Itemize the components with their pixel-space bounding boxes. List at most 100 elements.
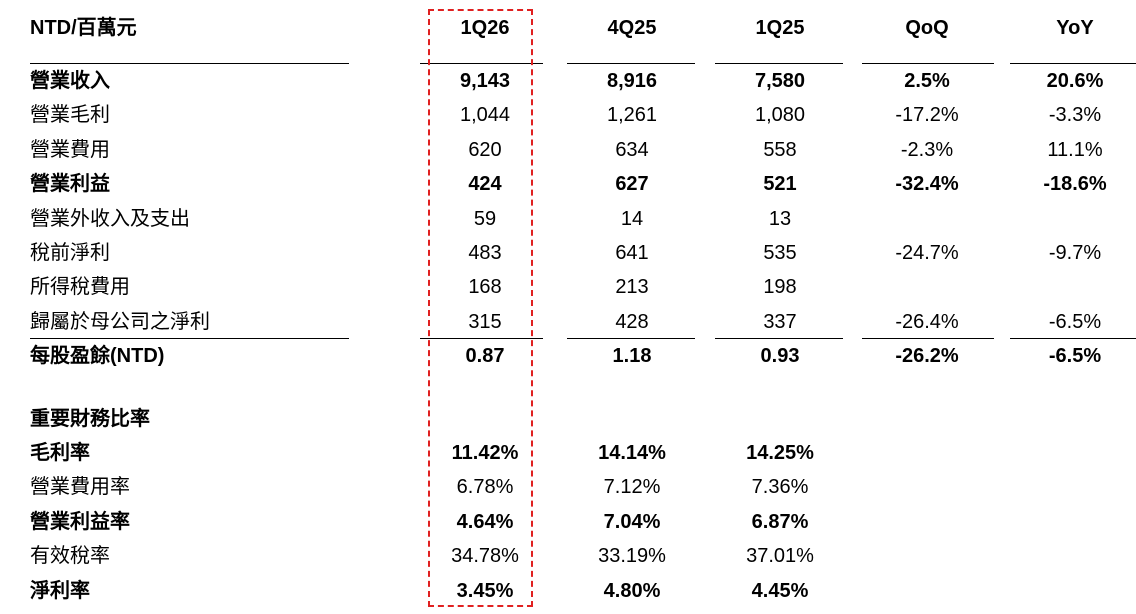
cell-value: 424 bbox=[468, 173, 502, 196]
cell-value: 641 bbox=[615, 242, 649, 264]
cell-value: 168 bbox=[468, 276, 502, 299]
cell-value bbox=[872, 202, 982, 236]
row-label: 毛利率 bbox=[30, 442, 90, 464]
row-label: 營業收入 bbox=[30, 70, 110, 92]
header-divider bbox=[420, 63, 543, 64]
column-header-yoy: YoY bbox=[1056, 17, 1094, 39]
cell-value: 1,080 bbox=[754, 104, 806, 127]
cell-value: 0.93 bbox=[760, 345, 800, 368]
cell-value: 428 bbox=[615, 310, 649, 333]
cell-value: 1,261 bbox=[606, 104, 658, 127]
ratio-row: 營業利益率 4.64% 7.04% 6.87% bbox=[0, 505, 1136, 539]
row-label: 營業外收入及支出 bbox=[30, 207, 190, 230]
row-label: 營業利益 bbox=[30, 173, 110, 196]
income-row: 所得稅費用 168 213 198 bbox=[0, 270, 1136, 304]
row-label: 營業利益率 bbox=[30, 510, 130, 533]
cell-value: 8,916 bbox=[606, 70, 658, 92]
row-label: 稅前淨利 bbox=[30, 242, 110, 264]
header-divider bbox=[30, 63, 349, 64]
ratios-section-row: 重要財務比率 bbox=[0, 402, 1136, 436]
cell-value: -6.5% bbox=[1048, 345, 1102, 368]
income-row: 營業費用 620 634 558 -2.3% 11.1% bbox=[0, 133, 1136, 167]
cell-value: 3.45% bbox=[456, 579, 514, 602]
cell-value: 634 bbox=[615, 138, 649, 161]
eps-divider bbox=[420, 338, 543, 339]
cell-value: 34.78% bbox=[451, 545, 519, 568]
cell-value: -18.6% bbox=[1043, 173, 1107, 196]
ratio-row: 營業費用率 6.78% 7.12% 7.36% bbox=[0, 470, 1136, 504]
header-divider bbox=[567, 63, 695, 64]
cell-value: 11.42% bbox=[451, 442, 519, 464]
income-row: 營業毛利 1,044 1,261 1,080 -17.2% -3.3% bbox=[0, 98, 1136, 132]
cell-value: 13 bbox=[768, 207, 792, 230]
income-row: 營業外收入及支出 59 14 13 bbox=[0, 202, 1136, 236]
income-row: 歸屬於母公司之淨利 315 428 337 -26.4% -6.5% bbox=[0, 305, 1136, 339]
cell-value: -2.3% bbox=[900, 138, 954, 161]
header-divider bbox=[1010, 63, 1136, 64]
income-row: 營業收入 9,143 8,916 7,580 2.5% 20.6% bbox=[0, 64, 1136, 98]
row-label: 歸屬於母公司之淨利 bbox=[30, 310, 210, 333]
eps-divider bbox=[1010, 338, 1136, 339]
cell-value: 620 bbox=[468, 138, 502, 161]
cell-value: -26.4% bbox=[895, 310, 959, 333]
header-divider bbox=[715, 63, 843, 64]
current-quarter-highlight bbox=[428, 9, 533, 607]
eps-divider bbox=[567, 338, 695, 339]
cell-value: 14.25% bbox=[746, 442, 814, 464]
cell-value: -32.4% bbox=[895, 173, 959, 196]
cell-value: 7.04% bbox=[603, 510, 661, 533]
cell-value: -17.2% bbox=[895, 104, 959, 127]
eps-divider bbox=[862, 338, 994, 339]
cell-value: 9,143 bbox=[459, 70, 511, 92]
column-header-4q25: 4Q25 bbox=[607, 17, 657, 39]
cell-value: 4.64% bbox=[456, 510, 514, 533]
cell-value: 521 bbox=[763, 173, 797, 196]
cell-value: 4.45% bbox=[751, 579, 809, 602]
cell-value: -3.3% bbox=[1048, 104, 1102, 127]
ratio-row: 毛利率 11.42% 14.14% 14.25% bbox=[0, 436, 1136, 470]
cell-value: 627 bbox=[615, 173, 649, 196]
header-divider bbox=[862, 63, 994, 64]
cell-value: 558 bbox=[763, 138, 797, 161]
ratio-row: 有效稅率 34.78% 33.19% 37.01% bbox=[0, 539, 1136, 573]
cell-value: 6.78% bbox=[456, 476, 514, 499]
cell-value: 198 bbox=[763, 276, 797, 299]
cell-value bbox=[1020, 270, 1130, 304]
cell-value: 20.6% bbox=[1046, 70, 1104, 92]
column-header-qoq: QoQ bbox=[905, 17, 949, 39]
cell-value: 1,044 bbox=[459, 104, 511, 127]
header-row: NTD/百萬元 1Q26 4Q25 1Q25 QoQ YoY bbox=[0, 11, 1136, 45]
ratios-section-title: 重要財務比率 bbox=[30, 408, 150, 430]
column-header-1q26: 1Q26 bbox=[460, 17, 510, 39]
cell-value: 7.36% bbox=[751, 476, 809, 499]
cell-value: 4.80% bbox=[603, 579, 661, 602]
cell-value bbox=[872, 270, 982, 304]
cell-value: 535 bbox=[763, 242, 797, 264]
row-label: 每股盈餘(NTD) bbox=[30, 345, 165, 368]
eps-divider bbox=[715, 338, 843, 339]
cell-value: 1.18 bbox=[612, 345, 652, 368]
cell-value: 2.5% bbox=[904, 70, 950, 92]
cell-value: 0.87 bbox=[465, 345, 505, 368]
cell-value: 213 bbox=[615, 276, 649, 299]
cell-value bbox=[1020, 202, 1130, 236]
row-label: 營業費用 bbox=[30, 138, 110, 161]
cell-value: 14 bbox=[620, 207, 644, 230]
eps-divider bbox=[30, 338, 349, 339]
income-row: 營業利益 424 627 521 -32.4% -18.6% bbox=[0, 167, 1136, 201]
cell-value: 33.19% bbox=[598, 545, 666, 568]
cell-value: -9.7% bbox=[1048, 242, 1102, 264]
cell-value: 7.12% bbox=[603, 476, 661, 499]
cell-value: 483 bbox=[468, 242, 502, 264]
row-label: 所得稅費用 bbox=[30, 276, 130, 299]
row-label: 營業費用率 bbox=[30, 476, 130, 499]
income-row: 每股盈餘(NTD) 0.87 1.18 0.93 -26.2% -6.5% bbox=[0, 339, 1136, 373]
cell-value: -26.2% bbox=[895, 345, 959, 368]
cell-value: -24.7% bbox=[895, 242, 959, 264]
cell-value: 59 bbox=[473, 207, 497, 230]
cell-value: 7,580 bbox=[754, 70, 806, 92]
cell-value: -6.5% bbox=[1048, 310, 1102, 333]
ratio-row: 淨利率 3.45% 4.80% 4.45% bbox=[0, 574, 1136, 608]
column-header-1q25: 1Q25 bbox=[755, 17, 805, 39]
cell-value: 337 bbox=[763, 310, 797, 333]
